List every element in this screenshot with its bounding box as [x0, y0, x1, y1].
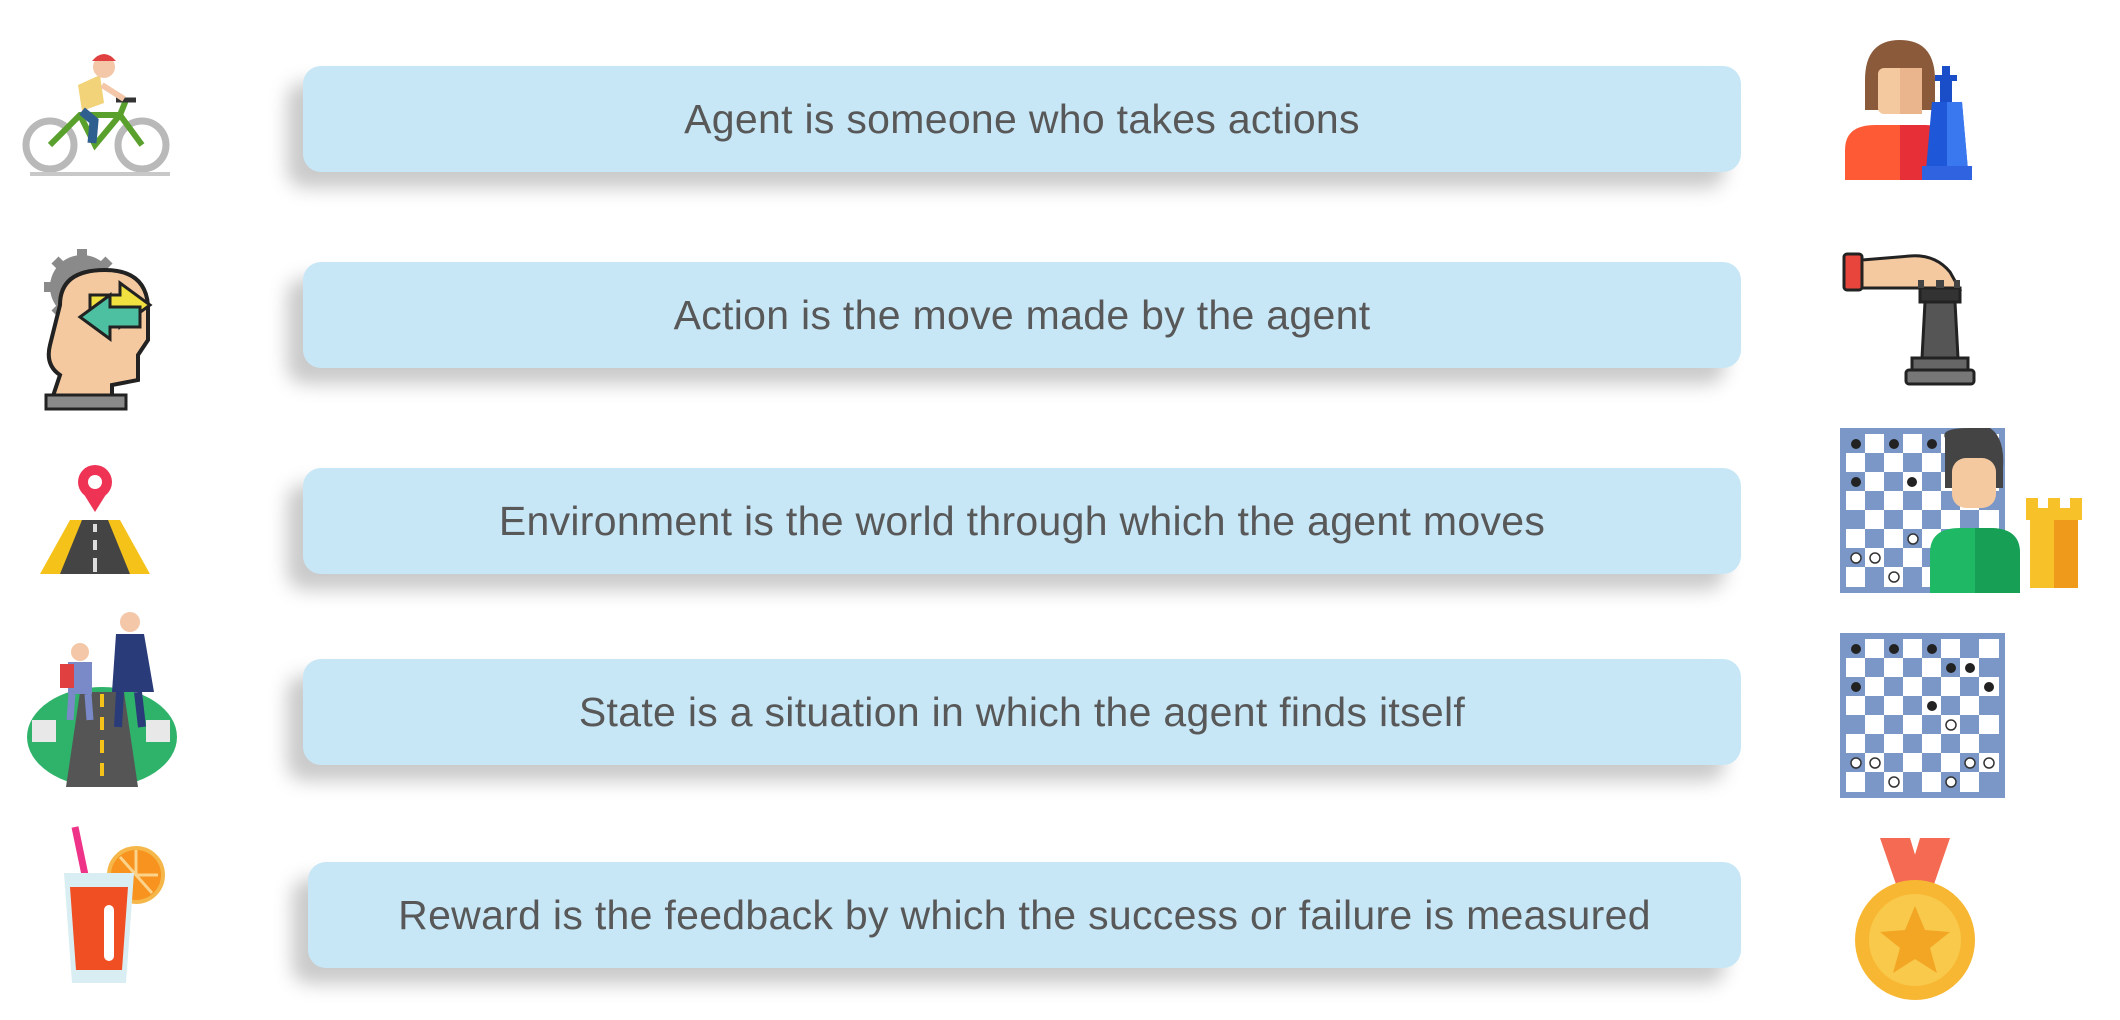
chess-player-icon [1840, 40, 2110, 185]
cyclist-icon [20, 45, 190, 180]
concept-text: Reward is the feedback by which the succ… [398, 891, 1651, 938]
crosswalk-family-icon [20, 612, 190, 792]
concept-text: State is a situation in which the agent … [578, 688, 1466, 735]
concept-bar: Environment is the world through which t… [303, 468, 1741, 574]
chessboard-with-player-icon [1840, 428, 2110, 593]
chessboard-position-icon [1840, 633, 2110, 798]
hand-moving-rook-icon [1840, 250, 2110, 390]
concept-bar: Action is the move made by the agent [303, 262, 1741, 368]
concept-bar: Agent is someone who takes actions [303, 66, 1741, 172]
concept-text: Agent is someone who takes actions [684, 95, 1360, 142]
head-gear-arrows-icon [20, 245, 190, 415]
concept-bar: State is a situation in which the agent … [303, 659, 1741, 765]
concept-text: Action is the move made by the agent [673, 291, 1371, 338]
juice-glass-icon [20, 825, 190, 985]
road-with-pin-icon [20, 462, 190, 582]
medal-icon [1840, 838, 2110, 1003]
concept-bar: Reward is the feedback by which the succ… [308, 862, 1741, 968]
concept-text: Environment is the world through which t… [498, 497, 1546, 544]
